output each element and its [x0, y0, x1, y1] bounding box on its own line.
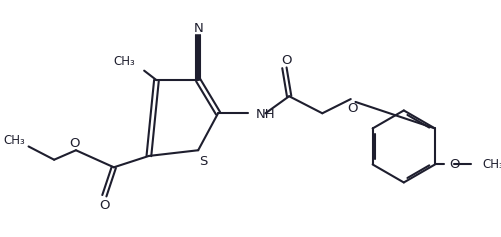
Text: NH: NH [256, 108, 275, 121]
Text: O: O [69, 137, 79, 150]
Text: S: S [198, 155, 207, 168]
Text: O: O [347, 102, 357, 115]
Text: O: O [448, 158, 459, 171]
Text: O: O [281, 54, 291, 67]
Text: CH₃: CH₃ [113, 55, 134, 68]
Text: N: N [194, 22, 203, 35]
Text: CH₃: CH₃ [3, 134, 25, 147]
Text: O: O [99, 199, 109, 212]
Text: CH₃: CH₃ [481, 158, 501, 171]
